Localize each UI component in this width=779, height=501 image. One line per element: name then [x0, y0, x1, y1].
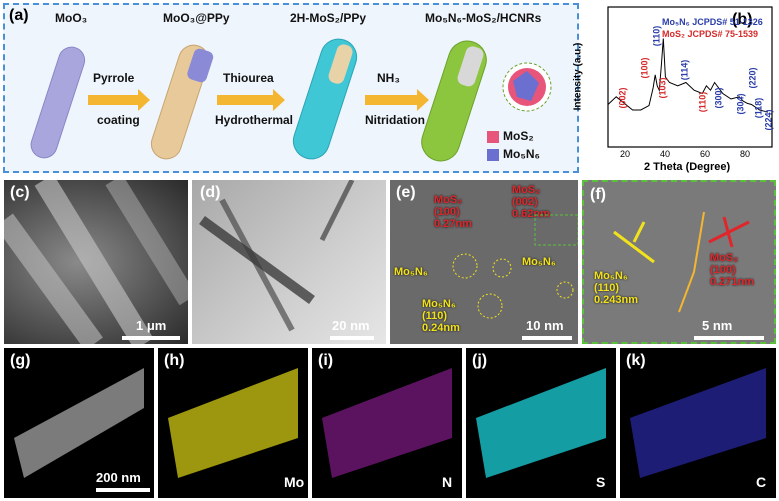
legend-mos2-label: MoS₂: [503, 129, 534, 143]
scale-bar-e: [522, 336, 572, 340]
moo3-core: [187, 48, 214, 83]
eds-map-c: (k) C: [620, 348, 776, 498]
xrd-tick-20: 20: [620, 149, 631, 159]
scale-bar-d: [330, 336, 374, 340]
final-core: [457, 46, 484, 87]
peak-label-118: (118): [753, 97, 764, 119]
moo3-rod: [30, 46, 86, 159]
eds-map-c-texture: [630, 368, 766, 478]
scale-label-e: 10 nm: [526, 318, 564, 333]
panel-label-c: (c): [10, 184, 30, 201]
eds-map-n: (i) N: [312, 348, 462, 498]
arrow-1-bottom-label: coating: [97, 113, 140, 127]
xrd-panel: (b) Mo₅N₆ JCPDS# 51-1326 MoS₂ JCPDS# 75-…: [572, 3, 776, 175]
legend-mo5n6-swatch: [487, 149, 499, 161]
annotation-mo5n6-left: Mo₅N₆: [394, 266, 428, 278]
legend-mo5n6-label: Mo₅N₆: [503, 147, 540, 161]
eds-map-s: (j) S: [466, 348, 616, 498]
scale-label-c: 1 μm: [136, 318, 167, 333]
arrow-1-icon: [88, 89, 150, 111]
hrtem-image-e: (e) MoS₂ (100) 0.27nm MoS₂ (002) 0.62nm …: [390, 180, 578, 344]
arrow-3-top-label: NH₃: [377, 71, 400, 85]
panel-label-k: (k): [626, 352, 646, 369]
xrd-chart: [607, 6, 773, 148]
arrow-2-icon: [217, 89, 285, 111]
hrtem-image-f: (f) Mo₅N₆ (110) 0.243nm MoS₂ (100) 0.271…: [582, 180, 776, 344]
panel-label-j: (j): [472, 352, 488, 369]
schematic-panel: (a) MoO₃ MoO₃@PPy 2H-MoS₂/PPy Mo₅N₆-MoS₂…: [3, 3, 579, 173]
arrow-3-bottom-label: Nitridation: [365, 113, 425, 127]
sem-texture-c: [4, 180, 188, 344]
mos2-core: [328, 44, 353, 84]
arrow-3-icon: [365, 89, 429, 111]
scale-label-f: 5 nm: [702, 318, 733, 333]
eds-map-mo-texture: [168, 368, 298, 478]
tem-image-d: (d) 20 nm: [192, 180, 386, 344]
scale-label-d: 20 nm: [332, 318, 370, 333]
annotation-mos2-002: MoS₂ (002) 0.62nm: [512, 184, 550, 220]
arrow-2-bottom-label: Hydrothermal: [215, 113, 294, 127]
panel-label-i: (i): [318, 352, 334, 369]
arrow-2-top-label: Thiourea: [223, 71, 274, 85]
scale-bar-c: [122, 336, 180, 340]
xrd-frame: [607, 6, 773, 148]
scale-bar-g: [96, 488, 150, 492]
annotation-mos2-100-f: MoS₂ (100) 0.271nm: [710, 252, 755, 288]
panel-label-b: (b): [732, 11, 753, 28]
stage-title-mos2-ppy: 2H-MoS₂/PPy: [290, 11, 367, 25]
peak-label-110-mo5n6: (110): [651, 25, 662, 47]
stem-image-g: (g) 200 nm: [4, 348, 154, 498]
xrd-tick-60: 60: [700, 149, 711, 159]
peak-label-300: (300): [713, 87, 724, 109]
peak-label-002: (002): [617, 87, 628, 109]
panel-label-h: (h): [164, 352, 185, 369]
stage-title-moo3-ppy: MoO₃@PPy: [163, 11, 230, 25]
annotation-mos2-100: MoS₂ (100) 0.27nm: [434, 194, 472, 230]
xrd-ref-mo5n6: Mo₅N₆ JCPDS# 51-1326: [662, 17, 763, 27]
arrow-1-top-label: Pyrrole: [93, 71, 135, 85]
annotation-mo5n6-110: Mo₅N₆ (110) 0.24nm: [422, 298, 460, 334]
scale-label-g: 200 nm: [96, 470, 141, 485]
scale-bar-f: [694, 336, 764, 340]
peak-label-103: (103): [657, 77, 668, 99]
xrd-tick-80: 80: [740, 149, 751, 159]
peak-label-110-mos2: (110): [697, 91, 708, 113]
element-label-c: C: [756, 474, 767, 490]
panel-label-f: (f): [590, 186, 606, 203]
element-label-n: N: [442, 474, 453, 490]
legend-mos2-swatch: [487, 131, 499, 143]
stem-texture-g: [14, 368, 144, 478]
xrd-xlabel: 2 Theta (Degree): [644, 161, 731, 173]
stage-title-moo3: MoO₃: [55, 11, 88, 25]
schematic-drawing: [30, 38, 552, 162]
panel-label-e: (e): [396, 184, 416, 201]
tem-texture-d: [199, 180, 355, 332]
particle-facet: [513, 71, 539, 101]
peak-label-114: (114): [679, 59, 690, 81]
panel-label-a: (a): [9, 7, 29, 24]
xrd-pattern-line: [607, 38, 769, 113]
panel-label-d: (d): [200, 184, 221, 201]
hrtem-overlay-e: [452, 214, 578, 319]
peak-label-220: (220): [747, 67, 758, 89]
sem-image-c: (c) 1 μm: [4, 180, 188, 344]
peak-label-224: (224): [763, 109, 774, 131]
peak-label-100: (100): [639, 57, 650, 79]
element-label-s: S: [596, 474, 606, 490]
eds-map-s-texture: [476, 368, 606, 478]
element-label-mo: Mo: [284, 474, 305, 490]
hrtem-overlay-f: [613, 211, 750, 313]
annotation-mo5n6-right: Mo₅N₆: [522, 256, 556, 268]
stage-title-final: Mo₅N₆-MoS₂/HCNRs: [425, 11, 542, 25]
eds-map-mo: (h) Mo: [158, 348, 308, 498]
panel-label-g: (g): [10, 352, 31, 369]
xrd-ref-mos2: MoS₂ JCPDS# 75-1539: [662, 29, 759, 39]
eds-map-n-texture: [322, 368, 452, 478]
xrd-ylabel: Intensity (a.u.): [572, 42, 584, 111]
annotation-mo5n6-110-f: Mo₅N₆ (110) 0.243nm: [594, 270, 639, 306]
peak-label-304: (304): [735, 93, 746, 115]
xrd-tick-40: 40: [660, 149, 671, 159]
